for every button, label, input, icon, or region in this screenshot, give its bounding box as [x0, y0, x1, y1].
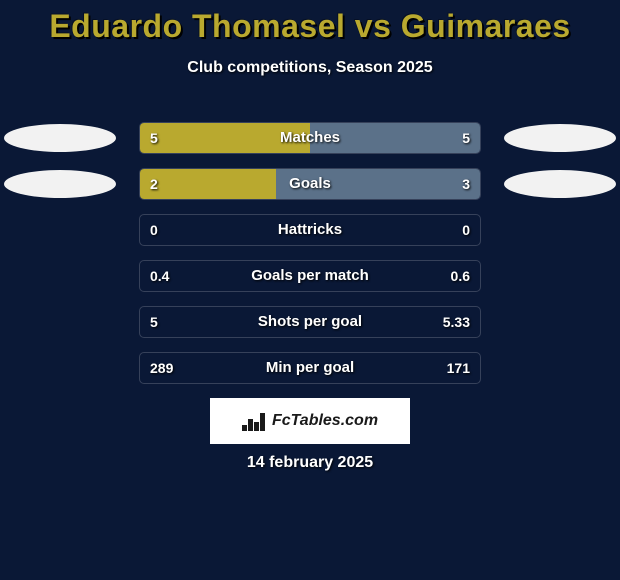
stat-bar-track — [139, 122, 481, 154]
stat-value-right: 171 — [447, 352, 470, 384]
stat-bar-track — [139, 214, 481, 246]
stat-row: Min per goal289171 — [0, 345, 620, 391]
stat-bar-track — [139, 306, 481, 338]
stat-bar-fill-right — [276, 169, 480, 199]
stat-row: Goals23 — [0, 161, 620, 207]
stat-bar-track — [139, 352, 481, 384]
stat-bar-fill-left — [140, 123, 310, 153]
stat-row: Matches55 — [0, 115, 620, 161]
stat-row: Shots per goal55.33 — [0, 299, 620, 345]
stat-value-left: 2 — [150, 168, 158, 200]
stat-value-left: 289 — [150, 352, 173, 384]
player-oval-right — [504, 170, 616, 198]
stat-row: Hattricks00 — [0, 207, 620, 253]
infographic-canvas: Eduardo Thomasel vs Guimaraes Club compe… — [0, 0, 620, 580]
player-oval-left — [4, 170, 116, 198]
stat-value-left: 0.4 — [150, 260, 169, 292]
stat-bar-fill-right — [310, 123, 480, 153]
branding-panel: FcTables.com — [210, 398, 410, 444]
player-oval-right — [504, 124, 616, 152]
stat-value-left: 5 — [150, 306, 158, 338]
stat-bar-track — [139, 260, 481, 292]
stat-value-right: 0 — [462, 214, 470, 246]
bar-chart-icon — [242, 411, 266, 431]
stat-value-left: 0 — [150, 214, 158, 246]
stat-rows: Matches55Goals23Hattricks00Goals per mat… — [0, 115, 620, 391]
stat-bar-track — [139, 168, 481, 200]
stat-row: Goals per match0.40.6 — [0, 253, 620, 299]
subtitle: Club competitions, Season 2025 — [0, 59, 620, 77]
stat-value-right: 5.33 — [443, 306, 470, 338]
stat-value-right: 3 — [462, 168, 470, 200]
stat-bar-fill-left — [140, 169, 276, 199]
stat-value-right: 0.6 — [451, 260, 470, 292]
date-text: 14 february 2025 — [0, 454, 620, 472]
stat-value-right: 5 — [462, 122, 470, 154]
stat-value-left: 5 — [150, 122, 158, 154]
player-oval-left — [4, 124, 116, 152]
main-title: Eduardo Thomasel vs Guimaraes — [0, 0, 620, 45]
brand-text: FcTables.com — [272, 412, 378, 430]
